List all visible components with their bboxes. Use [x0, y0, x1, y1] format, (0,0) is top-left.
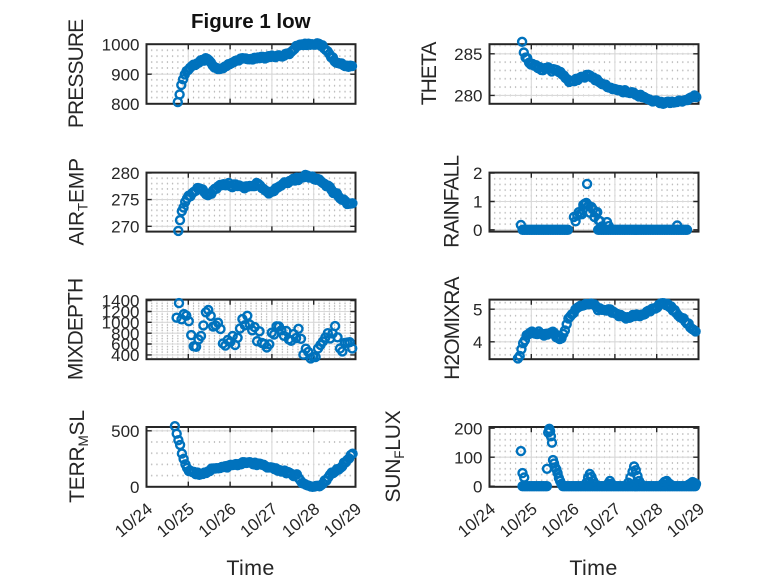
- svg-text:RAINFALL: RAINFALL: [441, 156, 464, 248]
- svg-text:1: 1: [473, 193, 482, 212]
- svg-text:280: 280: [111, 164, 139, 183]
- svg-text:1400: 1400: [102, 292, 140, 311]
- svg-text:600: 600: [111, 335, 139, 354]
- svg-text:500: 500: [111, 422, 139, 441]
- svg-text:TERRM​SL: TERRM​SL: [66, 410, 91, 503]
- svg-text:THETA: THETA: [418, 42, 441, 106]
- svg-text:800: 800: [111, 324, 139, 343]
- svg-text:0: 0: [130, 478, 139, 497]
- svg-text:900: 900: [111, 65, 139, 84]
- svg-text:5: 5: [473, 300, 482, 319]
- svg-text:Figure 1 low: Figure 1 low: [191, 10, 311, 33]
- svg-text:MIXDEPTH: MIXDEPTH: [64, 279, 87, 380]
- svg-text:270: 270: [111, 217, 139, 236]
- svg-text:Time: Time: [569, 556, 617, 580]
- svg-text:0: 0: [473, 477, 482, 496]
- svg-text:275: 275: [111, 191, 139, 210]
- svg-text:100: 100: [454, 448, 482, 467]
- svg-text:285: 285: [454, 45, 482, 64]
- svg-text:200: 200: [454, 419, 482, 438]
- svg-text:2: 2: [473, 164, 482, 183]
- svg-text:400: 400: [111, 346, 139, 365]
- svg-text:Time: Time: [226, 556, 274, 580]
- svg-text:AIRT​EMP: AIRT​EMP: [65, 158, 90, 245]
- svg-text:1200: 1200: [102, 303, 140, 322]
- svg-text:800: 800: [111, 95, 139, 114]
- svg-text:PRESSURE: PRESSURE: [65, 19, 88, 128]
- svg-text:4: 4: [473, 333, 482, 352]
- svg-text:0: 0: [473, 221, 482, 240]
- svg-text:1000: 1000: [102, 313, 140, 332]
- svg-text:SUNF​LUX: SUNF​LUX: [382, 410, 407, 502]
- svg-text:H2OMIXRA: H2OMIXRA: [441, 276, 464, 379]
- svg-text:1000: 1000: [102, 35, 140, 54]
- svg-text:280: 280: [454, 87, 482, 106]
